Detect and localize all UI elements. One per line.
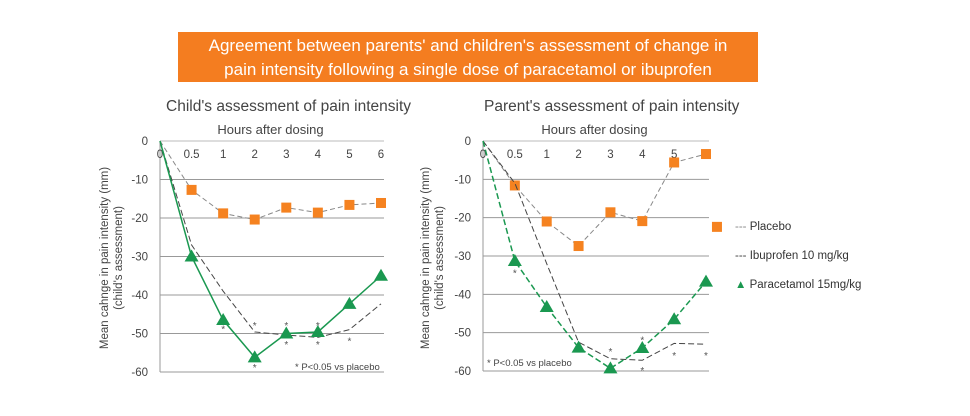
series-line-placebo (159, 140, 382, 221)
placebo-marker (344, 199, 355, 210)
significance-note: * P<0.05 vs placebo (295, 362, 380, 373)
series-line-paracetamol (159, 140, 382, 359)
placebo-marker (637, 216, 648, 227)
significance-asterisk: * (640, 335, 644, 346)
placebo-marker (281, 202, 292, 213)
significance-asterisk: * (704, 351, 708, 362)
significance-asterisk: * (672, 351, 676, 362)
series-line-paracetamol (482, 140, 707, 370)
y-axis-subtitle: (child's assessment) (434, 206, 446, 310)
y-tick-label: -60 (131, 367, 148, 379)
x-tick-label: 2 (252, 149, 258, 161)
paracetamol-marker (699, 274, 713, 287)
y-tick-label: -50 (131, 329, 148, 341)
significance-asterisk: * (608, 347, 612, 358)
x-tick-label: 0.5 (507, 149, 523, 161)
x-tick-label: 3 (283, 149, 289, 161)
placebo-marker (605, 207, 616, 218)
x-tick-label: 4 (315, 149, 322, 161)
left-chart-title: Child's assessment of pain intensity (166, 98, 412, 115)
y-tick-label: 0 (142, 136, 148, 148)
x-tick-label: 5 (346, 149, 352, 161)
paracetamol-marker (571, 340, 586, 353)
x-tick-label: 3 (607, 149, 613, 161)
y-tick-label: -10 (454, 174, 471, 186)
paracetamol-marker (507, 253, 522, 266)
y-tick-label: -10 (131, 175, 148, 187)
placebo-marker (711, 221, 722, 232)
placebo-marker (218, 208, 229, 219)
x-tick-label: 1 (544, 149, 550, 161)
y-tick-label: -50 (454, 328, 471, 340)
significance-asterisk: * (284, 321, 288, 332)
paracetamol-marker (603, 361, 618, 374)
paracetamol-marker (539, 299, 554, 312)
y-tick-label: 0 (465, 136, 471, 148)
y-tick-label: -20 (454, 213, 471, 225)
legend-label: Ibuprofen 10 mg/kg (749, 250, 849, 262)
y-tick-label: -30 (131, 252, 148, 264)
placebo-marker (376, 197, 386, 208)
placebo-marker (186, 184, 197, 195)
placebo-marker (541, 216, 552, 227)
placebo-marker (669, 157, 680, 168)
x-tick-label: 5 (671, 149, 677, 161)
y-tick-label: -20 (131, 213, 148, 225)
paracetamol-marker (310, 324, 325, 337)
significance-asterisk: * (253, 363, 257, 374)
placebo-marker (312, 207, 323, 218)
significance-asterisk: * (316, 340, 320, 351)
significance-asterisk: * (221, 325, 225, 336)
x-tick-label: 0 (157, 149, 163, 161)
y-axis-title: Mean cahnge in pain intensity (mm) (99, 167, 111, 349)
placebo-marker (249, 214, 260, 225)
x-axis-title: Hours after dosing (217, 122, 323, 137)
paracetamol-marker (247, 350, 262, 363)
paracetamol-marker (279, 326, 294, 339)
x-tick-label: 6 (378, 149, 384, 161)
x-tick-label: 0.5 (184, 149, 200, 161)
paracetamol-marker (342, 296, 357, 309)
placebo-marker (701, 149, 711, 160)
significance-asterisk: * (640, 366, 644, 377)
significance-asterisk: * (284, 340, 288, 351)
paracetamol-marker (216, 313, 231, 326)
paracetamol-marker (184, 249, 199, 262)
title-banner: Agreement between parents' and children'… (178, 32, 758, 82)
significance-asterisk: * (316, 321, 320, 332)
legend-placebo: --- Placebo (735, 221, 792, 233)
y-tick-label: -60 (454, 366, 471, 378)
x-tick-label: 1 (220, 149, 226, 161)
significance-asterisk: * (513, 268, 517, 279)
placebo-marker (573, 241, 584, 252)
y-tick-label: -40 (454, 289, 471, 301)
series-line-ibuprofen (159, 140, 382, 338)
significance-note: * P<0.05 vs placebo (487, 358, 572, 369)
y-tick-label: -30 (454, 251, 471, 263)
significance-asterisk: * (347, 336, 351, 347)
paracetamol-marker (374, 268, 388, 281)
paracetamol-marker (635, 341, 650, 353)
x-tick-label: 0 (480, 149, 486, 161)
banner-line-1: Agreement between parents' and children'… (208, 36, 728, 55)
series-line-ibuprofen (482, 140, 707, 361)
legend-label: Paracetamol 15mg/kg (749, 279, 862, 291)
y-tick-label: -40 (131, 290, 148, 302)
y-axis-title: Mean cahnge in pain intensity (mm) (420, 167, 432, 349)
x-tick-label: 2 (575, 149, 581, 161)
y-axis-subtitle: (child's assessment) (113, 206, 125, 310)
x-axis-title: Hours after dosing (541, 122, 647, 137)
legend-paracetamol: ▲ Paracetamol 15mg/kg (735, 279, 862, 291)
legend-ibuprofen: --- Ibuprofen 10 mg/kg (735, 250, 849, 262)
placebo-marker (509, 180, 520, 191)
paracetamol-marker (667, 312, 682, 325)
significance-asterisk: * (253, 321, 257, 332)
legend-label: Placebo (749, 221, 792, 233)
x-tick-label: 4 (639, 149, 646, 161)
right-chart-title: Parent's assessment of pain intensity (484, 98, 740, 115)
banner-line-2: pain intensity following a single dose o… (224, 60, 712, 79)
